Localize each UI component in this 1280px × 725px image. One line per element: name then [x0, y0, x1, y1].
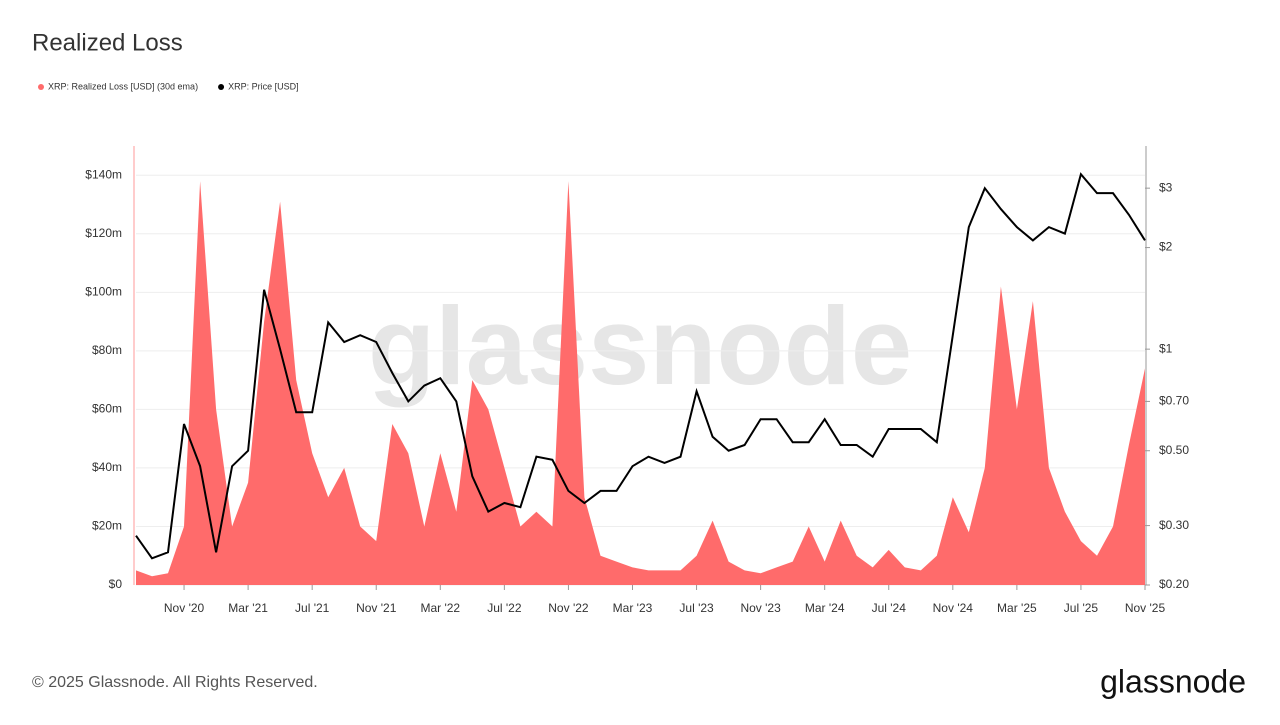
legend-label: XRP: Realized Loss [USD] (30d ema) — [48, 81, 198, 91]
x-tick-label: Mar '24 — [805, 601, 845, 615]
x-tick-label: Nov '23 — [740, 601, 781, 615]
y2-tick-label: $3 — [1159, 180, 1173, 194]
legend: XRP: Realized Loss [USD] (30d ema) XRP: P… — [38, 81, 299, 91]
x-tick-label: Mar '21 — [228, 601, 268, 615]
logo: glassnode — [1100, 663, 1246, 699]
x-tick-label: Jul '21 — [295, 601, 330, 615]
y-tick-label: $40m — [92, 460, 122, 474]
y-tick-label: $80m — [92, 343, 122, 357]
y-tick-label: $100m — [85, 285, 122, 299]
y-tick-label: $120m — [85, 226, 122, 240]
y-tick-label: $0 — [109, 577, 123, 591]
watermark: glassnode — [368, 285, 912, 408]
x-tick-label: Nov '20 — [164, 601, 205, 615]
price-line — [135, 172, 1146, 560]
x-tick-label: Jul '24 — [872, 601, 907, 615]
y2-tick-label: $2 — [1159, 240, 1173, 254]
legend-marker — [38, 84, 44, 90]
chart-title: Realized Loss — [32, 29, 183, 56]
y2-tick-label: $0.70 — [1159, 394, 1189, 408]
y-tick-label: $60m — [92, 402, 122, 416]
x-tick-label: Jul '25 — [1064, 601, 1099, 615]
x-tick-label: Nov '22 — [548, 601, 589, 615]
x-tick-label: Jul '22 — [487, 601, 522, 615]
x-tick-label: Jul '23 — [679, 601, 714, 615]
y-tick-label: $140m — [85, 167, 122, 181]
x-tick-label: Mar '23 — [613, 601, 653, 615]
legend-label: XRP: Price [USD] — [228, 81, 299, 91]
footer: © 2025 Glassnode. All Rights Reserved. — [32, 674, 318, 691]
plot-area — [135, 172, 1146, 586]
x-tick-label: Mar '22 — [420, 601, 460, 615]
x-tick-label: Nov '21 — [356, 601, 397, 615]
legend-marker — [218, 84, 225, 90]
x-tick-label: Nov '24 — [933, 601, 974, 615]
y2-tick-label: $0.30 — [1159, 518, 1189, 532]
y2-tick-label: $0.20 — [1159, 577, 1189, 591]
x-tick-label: Mar '25 — [997, 601, 1037, 615]
x-tick-label: Nov '25 — [1125, 601, 1166, 615]
loss-area — [136, 181, 1145, 585]
y-tick-label: $20m — [92, 519, 122, 533]
y2-tick-label: $1 — [1159, 341, 1173, 355]
y2-tick-label: $0.50 — [1159, 443, 1189, 457]
